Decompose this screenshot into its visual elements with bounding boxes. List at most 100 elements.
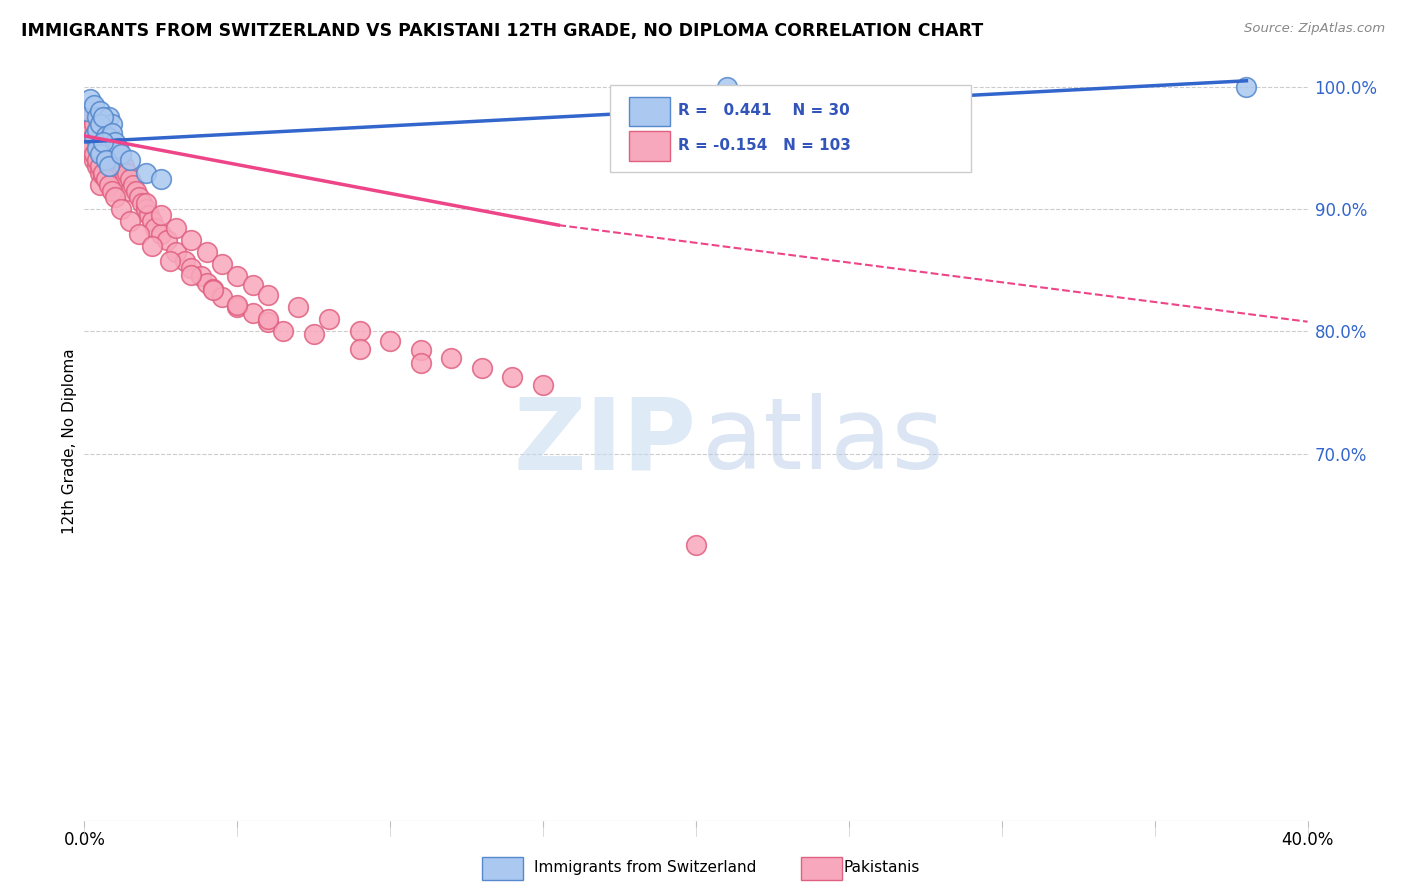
Point xyxy=(104,171,127,186)
Point xyxy=(76,128,98,143)
Point xyxy=(141,214,163,228)
Point xyxy=(94,135,117,149)
Point xyxy=(97,151,120,165)
Point xyxy=(115,165,138,179)
Text: Immigrants from Switzerland: Immigrants from Switzerland xyxy=(534,860,756,874)
Point xyxy=(94,153,117,168)
Point xyxy=(409,343,432,357)
Point xyxy=(110,202,132,217)
Point xyxy=(89,178,111,192)
Point xyxy=(138,208,160,222)
Point xyxy=(165,220,187,235)
Point xyxy=(380,334,402,349)
Point xyxy=(86,122,108,136)
Point xyxy=(79,111,101,125)
FancyBboxPatch shape xyxy=(628,131,671,161)
Point xyxy=(97,138,120,153)
Point xyxy=(89,141,111,155)
Point xyxy=(349,325,371,339)
Point xyxy=(97,163,120,178)
Point xyxy=(929,128,952,143)
Point xyxy=(89,117,111,131)
Point xyxy=(195,244,218,259)
Point xyxy=(83,128,105,143)
Point xyxy=(83,98,105,112)
Point xyxy=(101,153,124,168)
Point xyxy=(211,257,233,271)
Point xyxy=(91,131,114,145)
FancyBboxPatch shape xyxy=(628,96,671,126)
Point xyxy=(104,160,127,174)
Point xyxy=(101,117,124,131)
Point xyxy=(89,128,111,143)
Point xyxy=(149,227,172,241)
Point xyxy=(94,147,117,161)
Point xyxy=(471,361,494,376)
Point xyxy=(226,269,249,284)
Point xyxy=(122,178,145,192)
Point xyxy=(159,253,181,268)
Point xyxy=(110,147,132,161)
Text: R =   0.441    N = 30: R = 0.441 N = 30 xyxy=(678,103,849,119)
Point xyxy=(531,378,554,392)
Point xyxy=(97,160,120,174)
Point xyxy=(195,276,218,290)
Point xyxy=(79,135,101,149)
Point xyxy=(79,122,101,136)
Point xyxy=(107,153,129,168)
Point xyxy=(83,128,105,143)
Point xyxy=(128,190,150,204)
Point xyxy=(242,278,264,293)
Text: ZIP: ZIP xyxy=(513,393,696,490)
Point xyxy=(135,202,157,217)
Point xyxy=(94,128,117,143)
Point xyxy=(76,117,98,131)
Point xyxy=(76,104,98,119)
Point xyxy=(149,171,172,186)
Point xyxy=(318,312,340,326)
Point xyxy=(97,178,120,192)
Point xyxy=(120,184,142,198)
Point xyxy=(257,287,280,301)
Point xyxy=(110,168,132,182)
Point xyxy=(226,300,249,314)
Point xyxy=(91,168,114,182)
Point xyxy=(128,227,150,241)
Point xyxy=(143,220,166,235)
Point xyxy=(104,190,127,204)
Point xyxy=(131,196,153,211)
Point xyxy=(83,141,105,155)
Text: Source: ZipAtlas.com: Source: ZipAtlas.com xyxy=(1244,22,1385,36)
Point xyxy=(76,135,98,149)
Point xyxy=(107,141,129,155)
Point xyxy=(165,244,187,259)
Point xyxy=(97,131,120,145)
Point xyxy=(89,160,111,174)
Point xyxy=(97,111,120,125)
Point xyxy=(190,269,212,284)
Point xyxy=(86,122,108,136)
Point xyxy=(156,233,179,247)
Point xyxy=(86,147,108,161)
Text: R = -0.154   N = 103: R = -0.154 N = 103 xyxy=(678,138,851,153)
Point xyxy=(201,283,224,297)
Point xyxy=(86,141,108,155)
Point xyxy=(79,141,101,155)
Point xyxy=(110,155,132,169)
Point xyxy=(180,233,202,247)
Point xyxy=(349,342,371,356)
Text: IMMIGRANTS FROM SWITZERLAND VS PAKISTANI 12TH GRADE, NO DIPLOMA CORRELATION CHAR: IMMIGRANTS FROM SWITZERLAND VS PAKISTANI… xyxy=(21,22,983,40)
Point xyxy=(86,160,108,174)
Point xyxy=(502,369,524,384)
Point xyxy=(685,539,707,553)
Point xyxy=(112,160,135,174)
Point xyxy=(180,260,202,275)
Point xyxy=(135,165,157,179)
Point xyxy=(94,171,117,186)
Point xyxy=(91,165,114,179)
Text: atlas: atlas xyxy=(702,393,943,490)
Point xyxy=(94,122,117,136)
Point xyxy=(91,117,114,131)
Point xyxy=(94,160,117,174)
Point xyxy=(271,325,294,339)
